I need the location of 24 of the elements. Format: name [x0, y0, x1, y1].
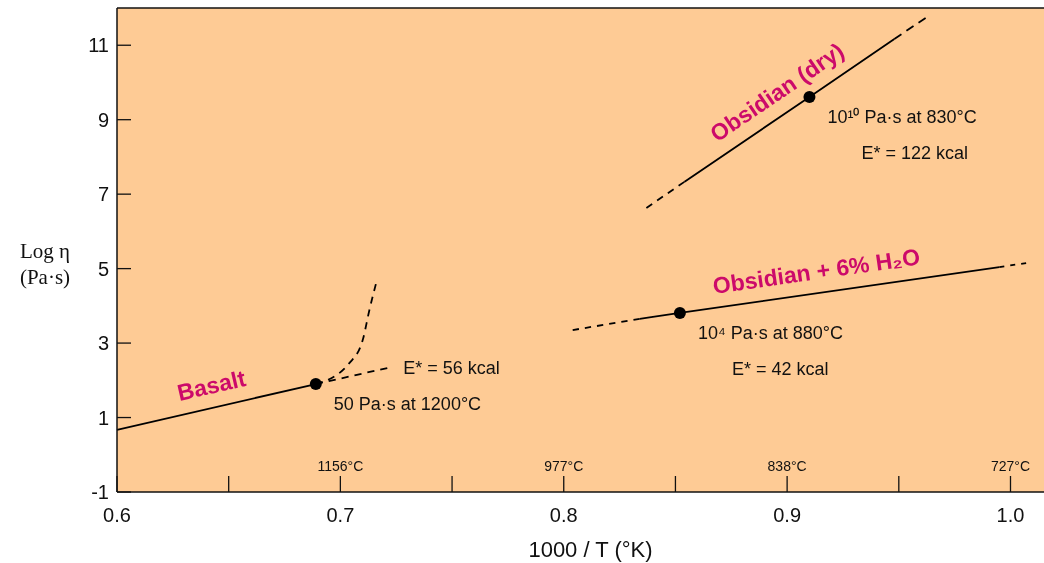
annotation: 10¹⁰ Pa·s at 830°C E* = 122 kcal: [827, 107, 977, 164]
y-tick-label: 7: [97, 183, 109, 206]
text: Obsidian + 6% H₂O: [711, 243, 922, 299]
annotation: 838°C: [767, 458, 807, 474]
annotation: 10⁴ Pa·s at 880°C E* = 42 kcal: [697, 323, 843, 380]
y-tick-label: 3: [97, 332, 109, 355]
y-tick-label: 1: [97, 406, 109, 429]
y-tick-label: 11: [88, 34, 109, 57]
annotation: 727°C: [990, 458, 1031, 474]
annotation: 977°C: [544, 458, 584, 474]
y-tick-label: -1: [91, 481, 109, 503]
x-tick-label: 0.6: [103, 504, 131, 526]
annotation: 50 Pa·s at 1200°C: [333, 394, 482, 415]
annotation: E* = 56 kcal: [403, 358, 500, 379]
text: Basalt: [174, 365, 249, 406]
y-tick-label: 9: [97, 108, 109, 131]
x-axis-title: 1000 / T (°K): [528, 537, 653, 562]
y-tick-label: 5: [97, 257, 109, 280]
x-tick-label: 0.8: [549, 504, 578, 526]
annotation: 1156°C: [317, 458, 364, 474]
x-tick-label: 1.0: [996, 504, 1025, 526]
x-tick-label: 0.7: [326, 504, 355, 526]
y-axis-title: Log η (Pa·s): [19, 239, 71, 289]
x-tick-label: 0.9: [773, 504, 802, 526]
